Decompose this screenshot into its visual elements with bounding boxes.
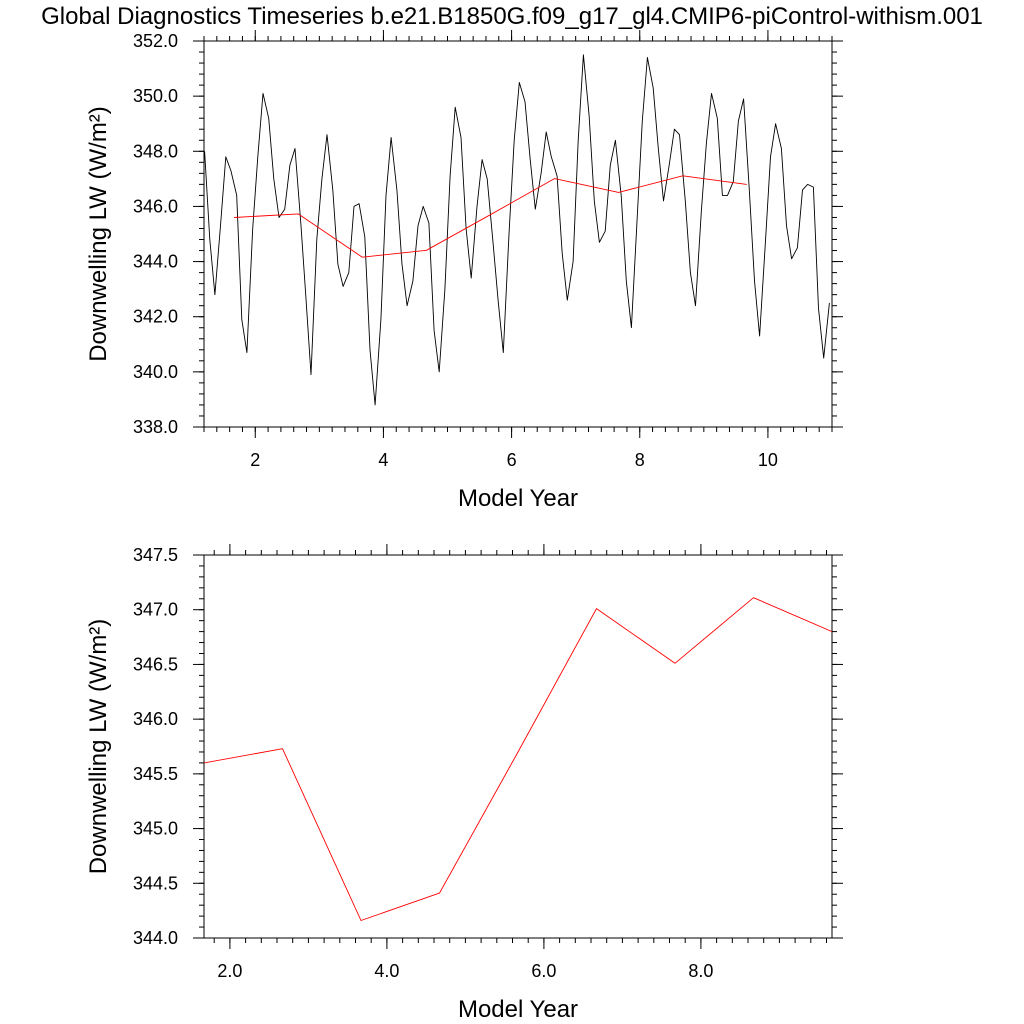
x-tick-label: 10 (758, 450, 778, 470)
y-tick-label: 344.0 (133, 252, 178, 272)
x-tick-label: 8 (635, 450, 645, 470)
x-tick-label: 6 (507, 450, 517, 470)
x-axis-label: Model Year (458, 996, 578, 1023)
y-axis-label: Downwelling LW (W/m²) (85, 106, 112, 362)
y-tick-label: 346.5 (133, 654, 178, 674)
x-tick-label: 6.0 (531, 961, 556, 981)
y-tick-label: 344.5 (133, 873, 178, 893)
plot-frame (203, 40, 833, 428)
chart-top-annual-timeseries: 2 4 6 8 10 338.0 340.0 342.0 344.0 346.0 348.0 350.… (85, 30, 843, 512)
y-tick-label: 346.0 (133, 709, 178, 729)
y-tick-label: 344.0 (133, 928, 178, 948)
x-tick-label: 4 (378, 450, 388, 470)
y-tick-label: 340.0 (133, 362, 178, 382)
y-tick-label: 350.0 (133, 86, 178, 106)
x-tick-label: 4.0 (374, 961, 399, 981)
series-line-annual (204, 54, 830, 406)
x-tick-label: 2.0 (217, 961, 242, 981)
y-tick-label: 347.5 (133, 545, 178, 565)
x-tick-label: 2 (250, 450, 260, 470)
y-tick-label: 345.0 (133, 819, 178, 839)
plot-frame (203, 554, 833, 939)
y-tick-label: 348.0 (133, 141, 178, 161)
y-tick-label: 346.0 (133, 196, 178, 216)
page-title: Global Diagnostics Timeseries b.e21.B185… (41, 3, 983, 30)
y-tick-label: 345.5 (133, 764, 178, 784)
series-line-smoothed (234, 175, 747, 258)
y-tick-label: 338.0 (133, 417, 178, 437)
y-axis-label: Downwelling LW (W/m²) (85, 619, 112, 875)
y-tick-label: 342.0 (133, 307, 178, 327)
y-tick-label: 347.0 (133, 600, 178, 620)
chart-bottom-smoothed-timeseries: 2.0 4.0 6.0 8.0 344.0 344.5 345.0 345.5 346.0 346… (85, 544, 843, 1023)
y-tick-label: 352.0 (133, 31, 178, 51)
x-tick-label: 8.0 (688, 961, 713, 981)
x-axis-label: Model Year (458, 485, 578, 512)
series-line-smoothed (204, 597, 832, 921)
